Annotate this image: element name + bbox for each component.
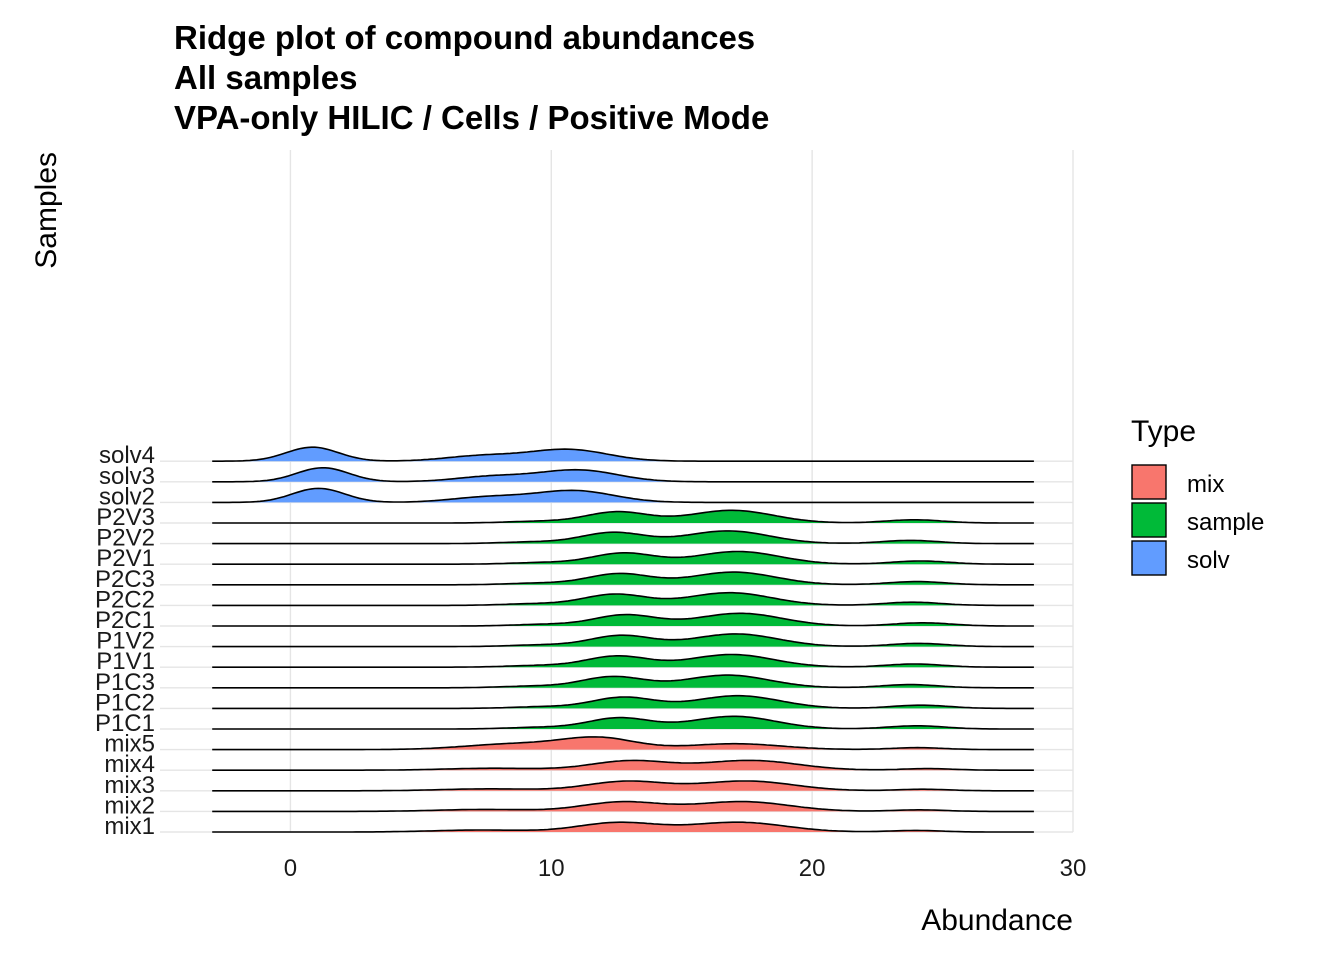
ridge-outline-P1C1 [212,715,1034,730]
row-label-P1C3: P1C3 [95,669,155,696]
title-line-1: Ridge plot of compound abundances [174,19,755,56]
row-label-solv2: solv2 [99,483,155,510]
legend-label-mix: mix [1187,471,1224,498]
ridge-area-solv2 [212,488,1034,503]
row-label-P2C3: P2C3 [95,566,155,593]
ridge-P2C3 [212,571,1034,586]
ridge-P1C3 [212,674,1034,689]
ridge-outline-mix4 [212,759,1034,771]
y-axis-title: Samples [30,152,63,269]
ridge-solv3 [212,467,1034,483]
ridge-area-mix3 [212,781,1034,791]
ridge-area-P1V2 [212,633,1034,647]
legend-title: Type [1131,415,1196,448]
row-label-mix1: mix1 [104,813,155,840]
ridge-outline-mix1 [212,821,1034,833]
row-label-solv3: solv3 [99,463,155,490]
ridge-area-P1C3 [212,675,1034,688]
ridge-area-mix1 [212,822,1034,832]
ridge-area-P2C3 [212,572,1034,585]
row-label-P1C1: P1C1 [95,710,155,737]
legend: Type mix sample solv [1131,415,1264,576]
ridge-outline-P2C1 [212,612,1034,627]
ridge-P2C2 [212,591,1034,607]
ridge-area-P2V2 [212,530,1034,544]
ridge-outline-solv4 [212,446,1034,462]
ridge-mix5 [212,736,1034,751]
ridge-outline-P2C2 [212,591,1034,607]
ridge-area-solv3 [212,467,1034,482]
ridge-P2C1 [212,612,1034,627]
ridge-area-P2C2 [212,592,1034,606]
row-label-mix5: mix5 [104,731,155,758]
ridge-outline-P2V1 [212,550,1034,565]
ridge-outline-mix2 [212,800,1034,813]
ridge-P2V1 [212,550,1034,565]
ridge-outline-mix3 [212,780,1034,792]
ridge-outline-solv2 [212,487,1034,504]
ridge-P1C1 [212,715,1034,730]
ridge-outline-P1C2 [212,694,1034,710]
row-label-P2C1: P2C1 [95,607,155,634]
x-tick-label: 0 [284,855,297,882]
row-label-mix2: mix2 [104,792,155,819]
ridge-area-P2V3 [212,510,1034,523]
row-label-solv4: solv4 [99,442,155,469]
ridge-P2V2 [212,530,1034,545]
title-line-2: All samples [174,59,357,96]
row-label-P1V1: P1V1 [96,648,155,675]
x-tick-label: 20 [799,855,826,882]
ridge-area-P1C1 [212,716,1034,729]
ridge-area-solv4 [212,447,1034,462]
ridge-outline-solv3 [212,467,1034,483]
ridge-mix4 [212,759,1034,771]
legend-label-solv: solv [1187,547,1230,574]
ridge-outline-P1C3 [212,674,1034,689]
row-label-P1V2: P1V2 [96,628,155,655]
ridge-solv4 [212,446,1034,462]
x-axis-ticks: 0 10 20 30 [284,855,1087,882]
ridge-outline-P2V2 [212,530,1034,545]
ridge-solv2 [212,487,1034,504]
legend-label-sample: sample [1187,509,1264,536]
ridge-outline-P2V3 [212,509,1034,524]
row-label-P2V3: P2V3 [96,504,155,531]
x-axis-title: Abundance [921,904,1073,937]
ridge-outline-P1V2 [212,633,1034,648]
ridge-P2V3 [212,509,1034,524]
ridge-P1V2 [212,633,1034,648]
ridge-area-P1V1 [212,654,1034,668]
row-labels: mix1mix2mix3mix4mix5P1C1P1C2P1C3P1V1P1V2… [95,442,155,840]
row-label-P2V1: P2V1 [96,545,155,572]
ridge-outline-mix5 [212,736,1034,751]
ridge-outline-P1V1 [212,653,1034,668]
ridge-outline-P2C3 [212,571,1034,586]
legend-swatch-sample [1131,502,1167,538]
row-label-mix3: mix3 [104,772,155,799]
ridge-P1V1 [212,653,1034,668]
legend-swatch-mix [1131,464,1167,500]
row-label-mix4: mix4 [104,751,155,778]
ridge-area-P2C1 [212,613,1034,626]
ridge-area-mix5 [212,736,1034,750]
ridge-mix2 [212,800,1034,813]
row-label-P2C2: P2C2 [95,586,155,613]
ridge-area-P1C2 [212,695,1034,709]
ridge-area-mix2 [212,801,1034,812]
ridges [212,446,1034,833]
legend-swatch-solv [1131,540,1167,576]
ridge-mix3 [212,780,1034,792]
row-label-P2V2: P2V2 [96,525,155,552]
chart-title: Ridge plot of compound abundances All sa… [174,19,769,136]
ridge-mix1 [212,821,1034,833]
x-tick-label: 30 [1060,855,1087,882]
x-tick-label: 10 [538,855,565,882]
ridge-P1C2 [212,694,1034,710]
title-line-3: VPA-only HILIC / Cells / Positive Mode [174,99,769,136]
ridge-area-P2V1 [212,551,1034,565]
row-label-P1C2: P1C2 [95,689,155,716]
